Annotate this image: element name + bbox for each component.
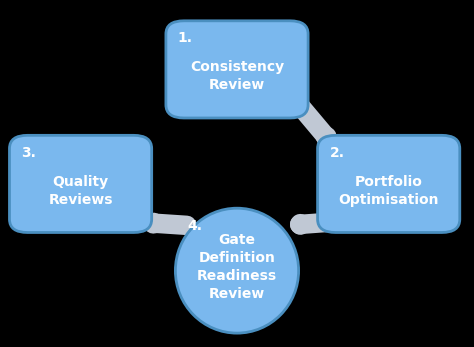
Ellipse shape xyxy=(175,208,299,333)
Text: 2.: 2. xyxy=(329,146,345,160)
FancyBboxPatch shape xyxy=(166,21,308,118)
Text: Portfolio
Optimisation: Portfolio Optimisation xyxy=(338,175,439,207)
Text: 3.: 3. xyxy=(21,146,36,160)
Text: 1.: 1. xyxy=(178,31,193,45)
FancyBboxPatch shape xyxy=(318,135,460,232)
Text: 4.: 4. xyxy=(187,219,202,232)
Text: Consistency
Review: Consistency Review xyxy=(190,60,284,92)
Text: Quality
Reviews: Quality Reviews xyxy=(48,175,113,207)
Text: Gate
Definition
Readiness
Review: Gate Definition Readiness Review xyxy=(197,234,277,301)
FancyBboxPatch shape xyxy=(9,135,152,232)
